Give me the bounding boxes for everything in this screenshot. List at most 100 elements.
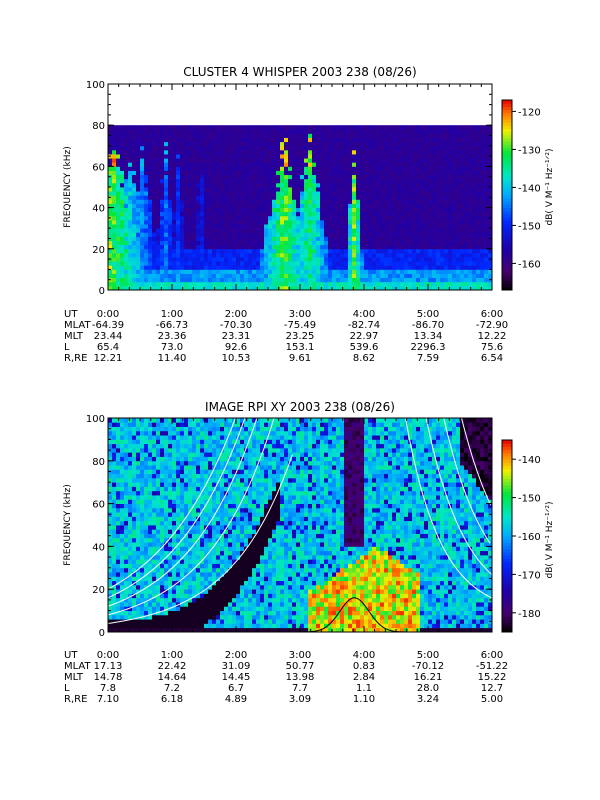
heatmap-cell bbox=[108, 422, 113, 427]
heatmap-cell bbox=[112, 576, 117, 582]
heatmap-cell bbox=[180, 203, 185, 208]
heatmap-cell bbox=[188, 285, 193, 290]
heatmap-cell bbox=[224, 215, 229, 221]
heatmap-cell bbox=[244, 219, 249, 225]
heatmap-cell bbox=[188, 174, 193, 180]
heatmap-cell bbox=[124, 606, 129, 611]
heatmap-cell bbox=[452, 252, 457, 258]
heatmap-cell bbox=[480, 232, 485, 237]
heatmap-cell bbox=[180, 207, 185, 213]
heatmap-cell bbox=[136, 499, 141, 504]
heatmap-cell bbox=[476, 236, 481, 241]
heatmap-cell bbox=[480, 170, 485, 176]
heatmap-cell bbox=[320, 232, 325, 237]
heatmap-cell bbox=[304, 203, 309, 208]
heatmap-cell bbox=[444, 203, 449, 208]
heatmap-cell bbox=[284, 129, 289, 134]
heatmap-cell bbox=[200, 203, 205, 208]
heatmap-cell bbox=[260, 211, 265, 217]
heatmap-cell bbox=[352, 248, 357, 254]
heatmap-cell bbox=[164, 125, 169, 130]
heatmap-cell bbox=[332, 174, 337, 180]
heatmap-cell bbox=[152, 542, 157, 547]
heatmap-cell bbox=[436, 154, 441, 159]
heatmap-cell bbox=[392, 252, 397, 258]
heatmap-cell bbox=[108, 228, 113, 233]
heatmap-cell bbox=[468, 252, 473, 258]
heatmap-cell bbox=[144, 199, 149, 204]
heatmap-cell bbox=[208, 240, 213, 246]
heatmap-cell bbox=[484, 240, 489, 246]
heatmap-cell bbox=[364, 149, 369, 155]
heatmap-cell bbox=[420, 195, 425, 200]
heatmap-cell bbox=[172, 520, 177, 526]
heatmap-cell bbox=[296, 265, 301, 270]
heatmap-cell bbox=[380, 187, 385, 192]
heatmap-cell bbox=[488, 252, 492, 258]
heatmap-cell bbox=[120, 516, 125, 522]
heatmap-cell bbox=[176, 269, 181, 274]
heatmap-cell bbox=[116, 610, 121, 616]
heatmap-cell bbox=[192, 232, 197, 237]
heatmap-cell bbox=[156, 473, 161, 479]
heatmap-cell bbox=[444, 265, 449, 270]
heatmap-cell bbox=[392, 170, 397, 176]
heatmap-cell bbox=[360, 211, 365, 217]
heatmap-cell bbox=[208, 224, 213, 229]
heatmap-cell bbox=[256, 187, 261, 192]
heatmap-cell bbox=[316, 236, 321, 241]
heatmap-cell bbox=[160, 546, 165, 552]
heatmap-cell bbox=[308, 203, 313, 208]
heatmap-cell bbox=[128, 248, 133, 254]
heatmap-cell bbox=[124, 597, 129, 603]
heatmap-cell bbox=[204, 174, 209, 180]
heatmap-cell bbox=[432, 158, 437, 163]
heatmap-cell bbox=[476, 203, 481, 208]
heatmap-cell bbox=[428, 162, 433, 167]
heatmap-cell bbox=[120, 158, 125, 163]
heatmap-cell bbox=[380, 248, 385, 254]
heatmap-cell bbox=[392, 281, 397, 287]
heatmap-cell bbox=[364, 125, 369, 130]
heatmap-cell bbox=[120, 576, 125, 582]
heatmap-cell bbox=[404, 240, 409, 246]
heatmap-cell bbox=[264, 257, 269, 262]
heatmap-cell bbox=[136, 584, 141, 590]
heatmap-cell bbox=[236, 240, 241, 246]
heatmap-cell bbox=[284, 137, 289, 143]
heatmap-cell bbox=[472, 191, 477, 196]
heatmap-cell bbox=[448, 125, 453, 130]
heatmap-cell bbox=[460, 269, 465, 274]
heatmap-cell bbox=[152, 149, 157, 155]
heatmap-cell bbox=[184, 257, 189, 262]
heatmap-cell bbox=[344, 277, 349, 283]
heatmap-cell bbox=[384, 170, 389, 176]
heatmap-cell bbox=[308, 154, 313, 159]
heatmap-cell bbox=[112, 619, 117, 624]
heatmap-cell bbox=[152, 606, 157, 611]
heatmap-cell bbox=[384, 277, 389, 283]
heatmap-cell bbox=[212, 261, 217, 266]
heatmap-cell bbox=[276, 129, 281, 134]
heatmap-cell bbox=[452, 170, 457, 176]
heatmap-cell bbox=[124, 207, 129, 213]
heatmap-cell bbox=[112, 211, 117, 217]
heatmap-cell bbox=[272, 211, 277, 217]
heatmap-cell bbox=[168, 507, 173, 513]
heatmap-cell bbox=[184, 203, 189, 208]
heatmap-cell bbox=[172, 199, 177, 204]
colorbar-swatch bbox=[502, 226, 512, 231]
heatmap-cell bbox=[152, 495, 157, 500]
heatmap-cell bbox=[172, 499, 177, 504]
heatmap-cell bbox=[128, 533, 133, 539]
heatmap-cell bbox=[344, 265, 349, 270]
heatmap-cell bbox=[468, 182, 473, 188]
heatmap-cell bbox=[140, 435, 145, 440]
heatmap-cell bbox=[336, 261, 341, 266]
heatmap-cell bbox=[168, 265, 173, 270]
heatmap-cell bbox=[184, 199, 189, 204]
heatmap-cell bbox=[124, 443, 129, 449]
heatmap-cell bbox=[164, 211, 169, 217]
heatmap-cell bbox=[448, 261, 453, 266]
heatmap-cell bbox=[456, 277, 461, 283]
